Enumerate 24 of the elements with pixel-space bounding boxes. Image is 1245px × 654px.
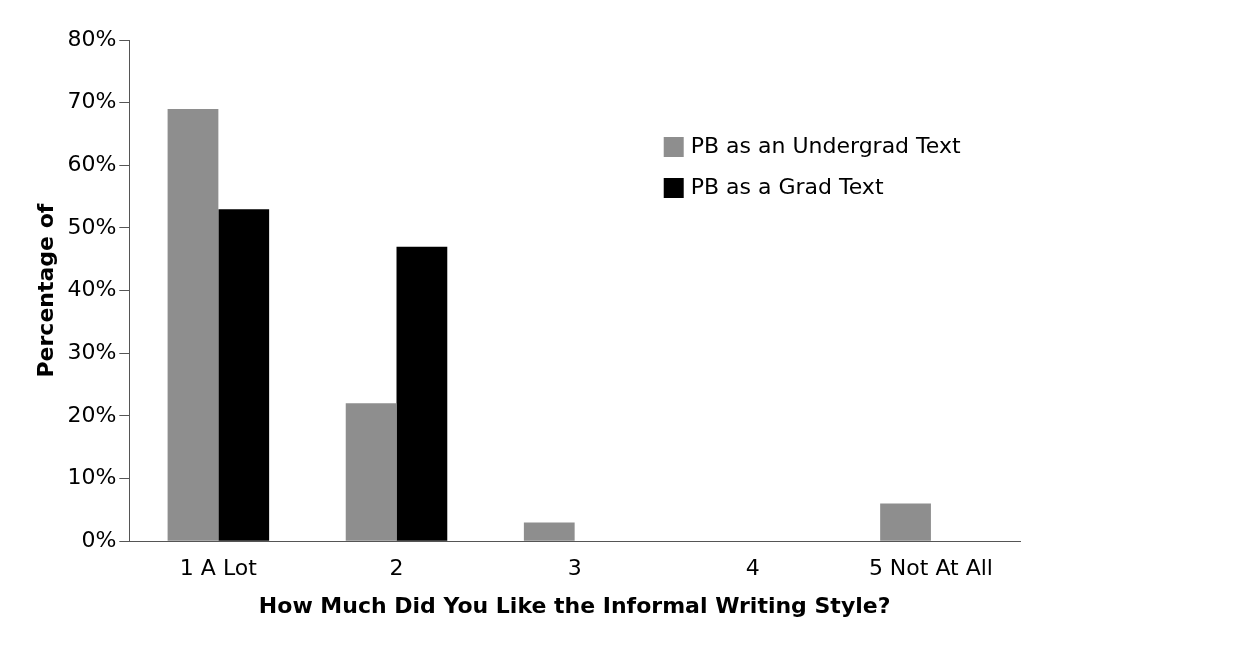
y-tick-label: 30% [67,338,117,364]
y-axis-title: Percentage of [32,203,58,378]
y-tick-label: 20% [67,401,117,427]
bar [880,503,931,541]
legend-label: PB as a Grad Text [690,173,884,199]
y-tick-label: 40% [67,276,117,302]
x-tick-label: 1 A Lot [179,555,258,581]
y-tick-label: 50% [67,213,117,239]
bar [523,522,575,541]
y-tick-label: 10% [67,464,117,490]
x-tick-label: 3 [567,555,582,581]
y-tick-label: 60% [67,151,117,177]
bar [345,403,397,541]
x-tick-label: 4 [745,555,760,581]
y-tick-label: 80% [67,25,117,51]
x-tick-label: 2 [389,555,404,581]
y-tick-label: 70% [67,88,117,114]
y-tick-label: 0% [81,526,117,552]
x-tick-label: 5 Not At All [868,555,993,581]
bar [218,209,270,541]
x-axis-title: How Much Did You Like the Informal Writing Style? [258,592,891,618]
bar [396,246,448,541]
bar [167,108,219,541]
legend-label: PB as an Undergrad Text [690,132,961,158]
